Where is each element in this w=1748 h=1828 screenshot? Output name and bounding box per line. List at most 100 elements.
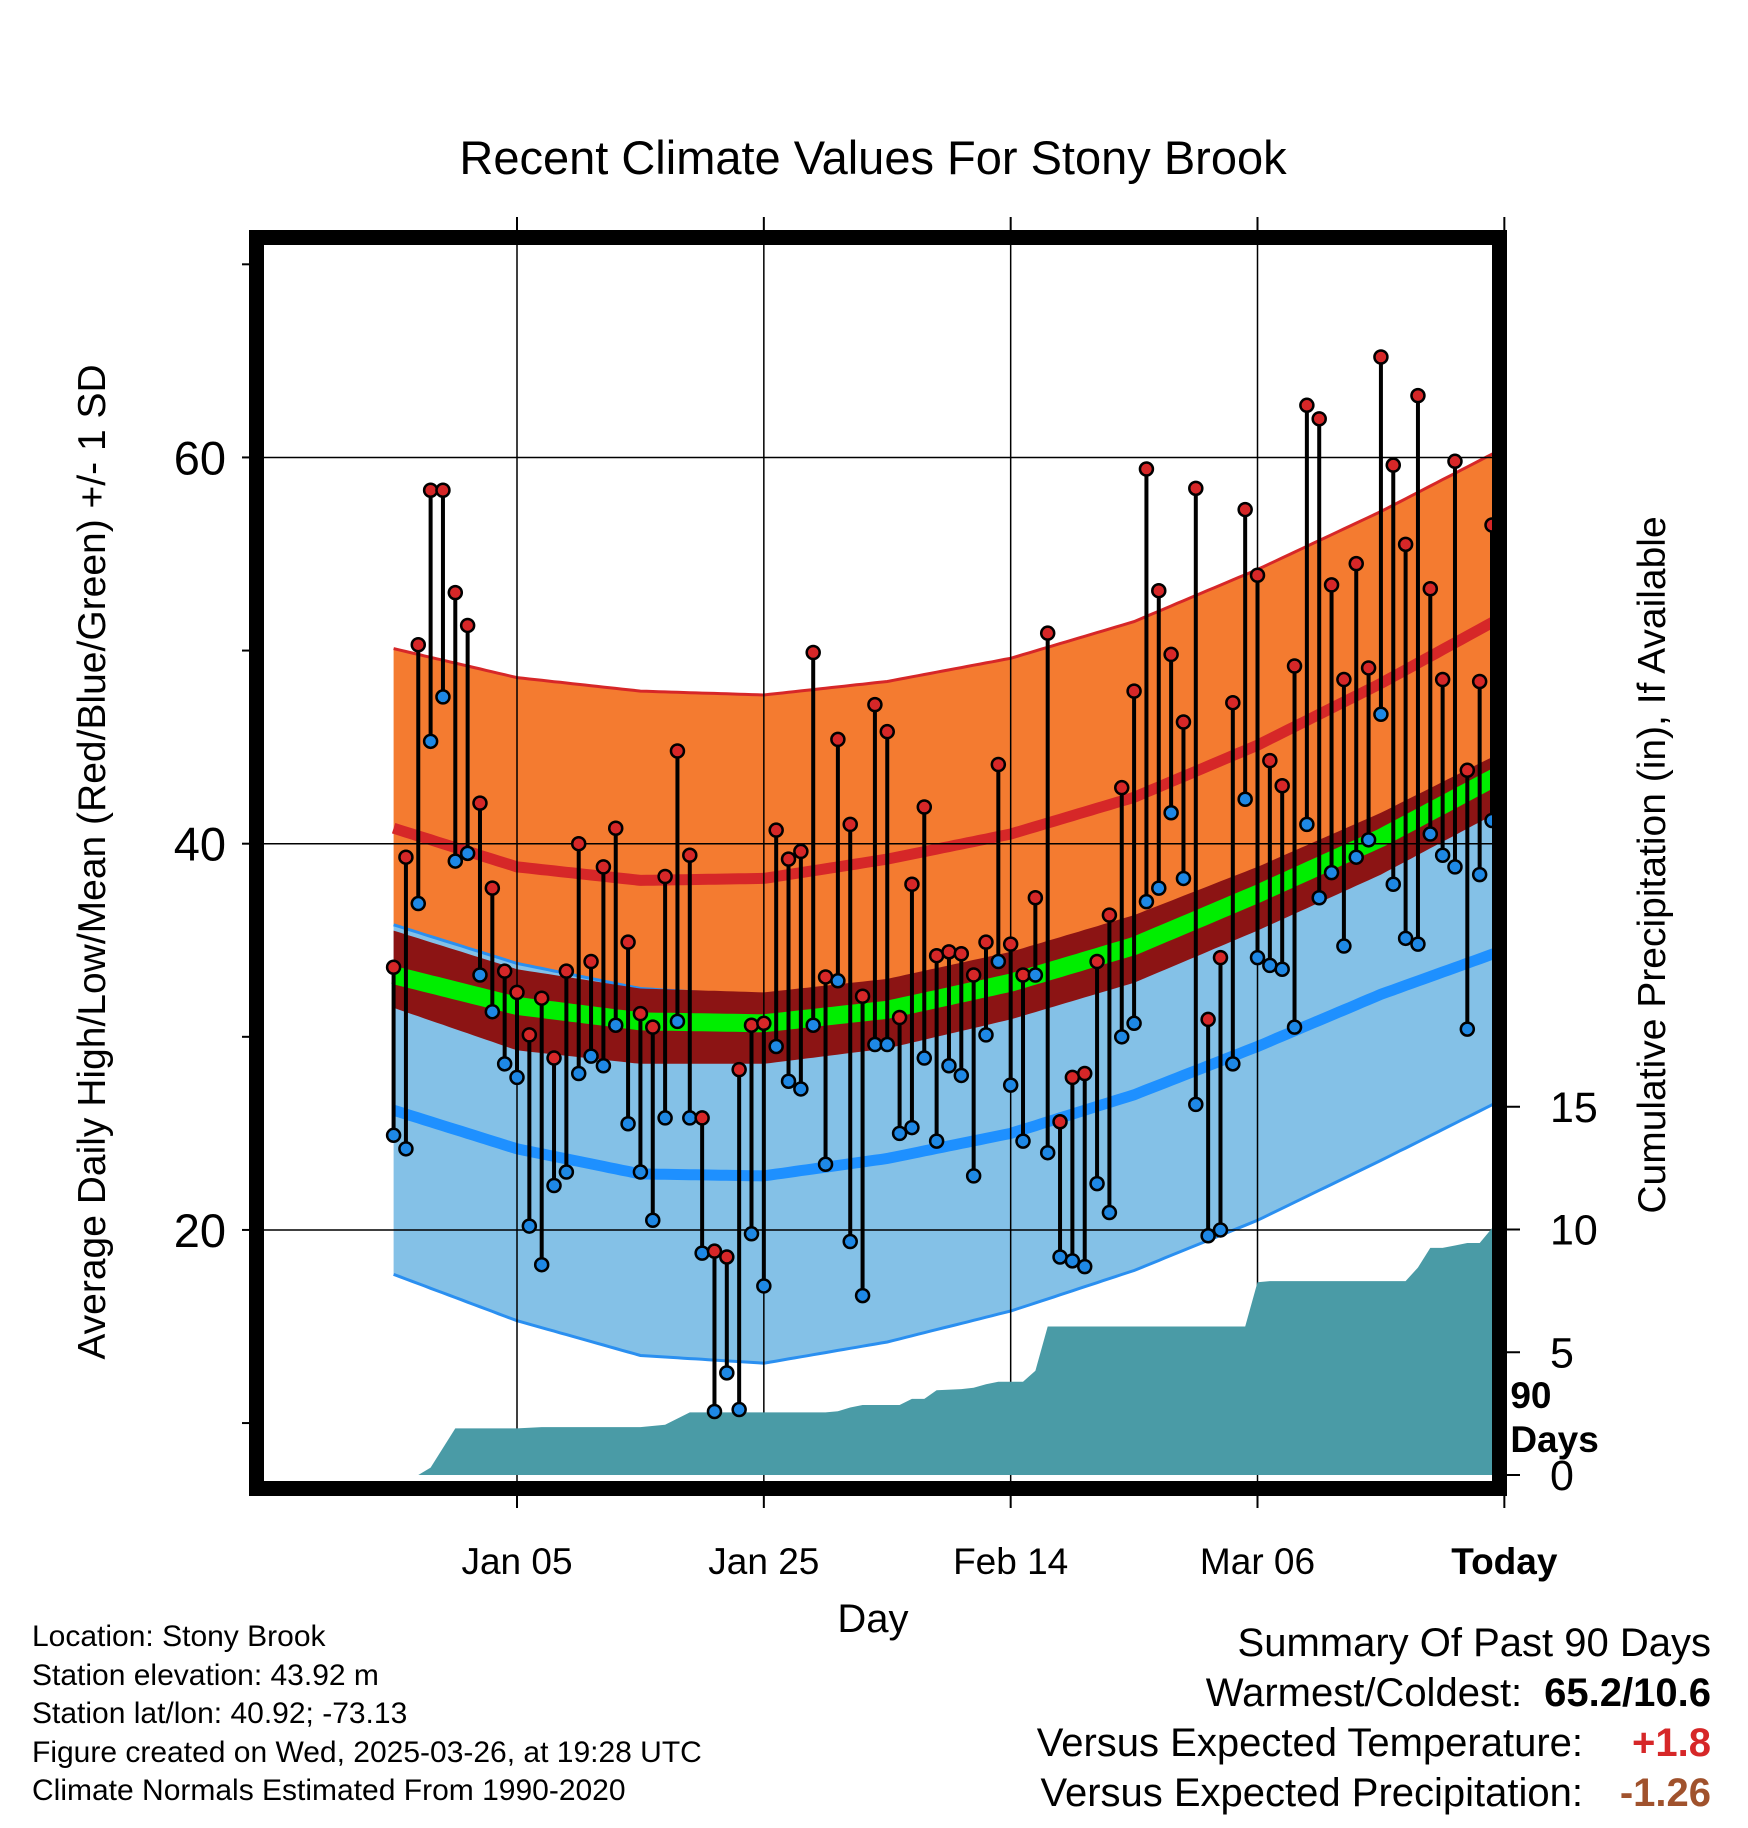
daily-low-point <box>1385 876 1402 892</box>
left-tick-label: 40 <box>174 818 226 871</box>
daily-low-point <box>410 895 427 912</box>
daily-high-point <box>1237 501 1253 518</box>
daily-high-point <box>842 816 858 833</box>
daily-low-point <box>1052 1249 1068 1265</box>
daily-low-point <box>1434 847 1451 864</box>
precip-anomaly-value: -1.26 <box>1619 1771 1711 1815</box>
daily-low-point <box>953 1067 970 1084</box>
daily-high-point <box>1225 694 1241 711</box>
daily-high-point <box>1101 907 1118 923</box>
daily-low-point <box>965 1168 982 1184</box>
daily-high-point <box>1459 762 1476 779</box>
daily-low-point <box>1039 1144 1056 1161</box>
daily-low-point <box>1249 949 1266 966</box>
daily-low-point <box>1151 880 1167 896</box>
daily-high-point <box>496 963 513 979</box>
daily-high-point <box>533 990 550 1006</box>
daily-high-point <box>509 984 525 1001</box>
daily-low-point <box>509 1069 525 1086</box>
daily-low-point <box>867 1036 883 1053</box>
daily-high-point <box>1422 581 1439 597</box>
daily-low-point <box>743 1226 760 1242</box>
daily-low-point <box>398 1141 414 1157</box>
x-tick-label: Mar 06 <box>1200 1541 1315 1582</box>
daily-low-point <box>1373 706 1389 723</box>
daily-high-point <box>595 859 612 875</box>
daily-low-point <box>657 1110 673 1126</box>
daily-low-point <box>1101 1204 1118 1221</box>
daily-high-point <box>1434 671 1451 688</box>
daily-high-point <box>1064 1069 1081 1086</box>
daily-high-point <box>867 696 883 713</box>
x-tick-label: Jan 25 <box>708 1541 819 1582</box>
daily-low-point <box>1015 1133 1031 1149</box>
daily-high-point <box>583 953 599 970</box>
daily-low-point <box>645 1212 661 1229</box>
daily-high-point <box>669 743 686 759</box>
daily-high-point <box>1311 411 1327 427</box>
daily-high-point <box>990 756 1007 773</box>
daily-high-point <box>484 880 501 896</box>
daily-low-point <box>546 1177 562 1194</box>
daily-high-point <box>447 584 464 601</box>
daily-low-point <box>1175 870 1192 887</box>
daily-high-point <box>1039 625 1056 641</box>
daily-high-point <box>743 1017 760 1033</box>
daily-high-point <box>410 637 427 653</box>
daily-high-point <box>620 934 636 950</box>
daily-high-point <box>1212 949 1229 966</box>
daily-low-point <box>1002 1077 1019 1093</box>
elevation-text: Station elevation: 43.92 m <box>32 1658 379 1692</box>
daily-high-point <box>1002 936 1019 952</box>
daily-high-point <box>768 822 784 838</box>
left-tick-label: 60 <box>174 431 226 484</box>
daily-high-point <box>1286 658 1303 674</box>
daily-high-point <box>1262 752 1278 769</box>
daily-high-point <box>1348 555 1364 572</box>
daily-low-point <box>916 1050 933 1066</box>
daily-high-point <box>854 988 871 1005</box>
high-sd-band <box>393 454 1492 997</box>
created-text: Figure created on Wed, 2025-03-26, at 19… <box>32 1735 702 1769</box>
daily-high-point <box>521 1027 538 1043</box>
daily-high-point <box>1410 387 1426 404</box>
daily-low-point <box>1360 832 1377 848</box>
daily-low-point <box>521 1218 538 1234</box>
warmest-coldest-label: Warmest/Coldest: <box>1205 1671 1523 1715</box>
daily-low-point <box>1212 1222 1229 1238</box>
daily-low-point <box>669 1013 686 1030</box>
daily-high-point <box>546 1050 562 1066</box>
daily-low-point <box>1410 936 1426 952</box>
daily-high-point <box>1163 646 1179 663</box>
y-axis-label: Average Daily High/Low/Mean (Red/Blue/Gr… <box>71 364 114 1359</box>
daily-low-point <box>1422 826 1439 842</box>
daily-high-point <box>632 1005 649 1022</box>
daily-low-point <box>1076 1258 1093 1275</box>
high-sd-upper-edge <box>393 452 1492 697</box>
daily-high-point <box>1126 683 1142 699</box>
daily-low-point <box>570 1065 587 1082</box>
daily-low-point <box>978 1027 994 1043</box>
temp-anomaly-value: +1.8 <box>1632 1721 1711 1765</box>
temp-label: Versus Expected Temperature: <box>1036 1721 1583 1765</box>
daily-high-point <box>904 876 920 892</box>
daily-low-point <box>1163 805 1179 821</box>
daily-high-point <box>953 946 970 962</box>
daily-low-point <box>854 1287 871 1304</box>
daily-high-point <box>1471 673 1488 690</box>
station-info: Location: Stony Brook Station elevation:… <box>32 1618 702 1811</box>
daily-high-point <box>607 820 624 836</box>
daily-high-point <box>1323 577 1340 593</box>
daily-high-point <box>398 849 414 865</box>
location-text: Location: Stony Brook <box>32 1620 326 1653</box>
daily-high-point <box>817 969 834 985</box>
daily-low-point <box>1459 1021 1476 1037</box>
daily-high-point <box>1360 660 1377 676</box>
right-tick-label: 15 <box>1550 1084 1598 1132</box>
x-tick-label: Jan 05 <box>461 1541 572 1582</box>
daily-low-point <box>422 733 439 750</box>
daily-high-point <box>1113 779 1130 796</box>
daily-low-point <box>842 1233 858 1250</box>
daily-low-point <box>1348 849 1364 865</box>
daily-high-point <box>1397 536 1414 553</box>
